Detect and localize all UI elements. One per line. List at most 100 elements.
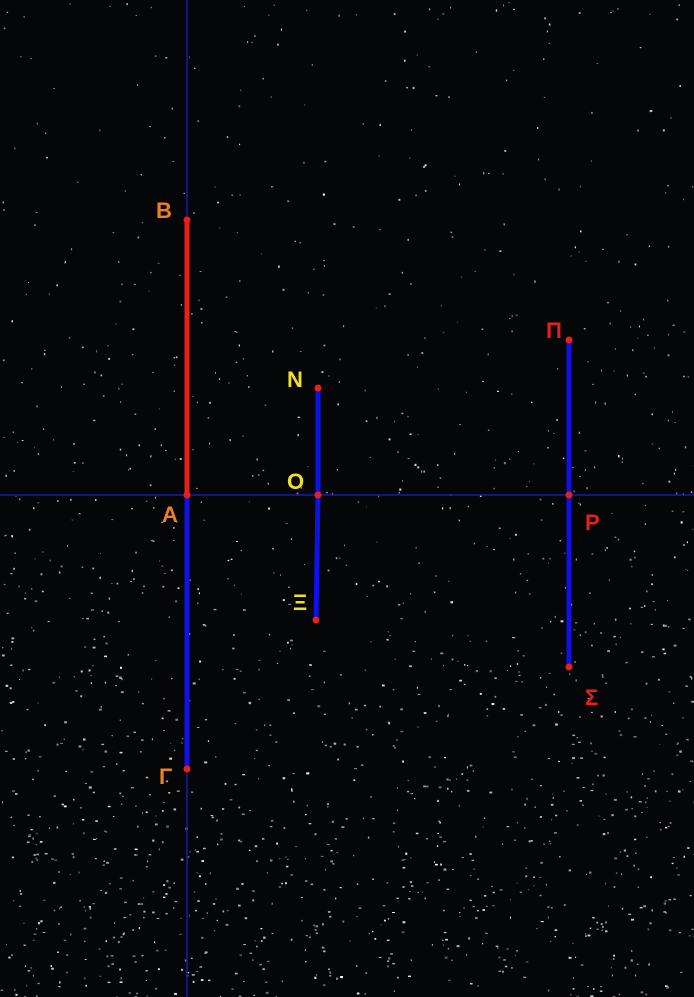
noise-speck [424, 897, 426, 900]
noise-speck [362, 123, 364, 125]
noise-speck [4, 750, 8, 752]
noise-speck [601, 674, 604, 676]
noise-speck [460, 276, 462, 278]
noise-speck [307, 292, 309, 294]
noise-speck [73, 443, 75, 445]
noise-speck [549, 843, 552, 845]
noise-speck [116, 763, 118, 765]
noise-speck [163, 730, 165, 732]
noise-speck [539, 876, 542, 878]
noise-speck [174, 749, 176, 751]
noise-speck [437, 486, 439, 488]
noise-speck [35, 857, 37, 860]
noise-speck [426, 838, 428, 840]
noise-speck [369, 456, 371, 458]
noise-speck [258, 778, 259, 780]
noise-speck [227, 578, 229, 580]
noise-speck [145, 970, 148, 972]
noise-speck [458, 519, 461, 522]
noise-speck [82, 462, 84, 464]
noise-speck [411, 885, 414, 888]
noise-speck [590, 995, 594, 997]
noise-speck [165, 57, 168, 59]
noise-speck [107, 345, 109, 347]
noise-speck [674, 422, 676, 423]
noise-speck [530, 840, 533, 842]
noise-speck [92, 903, 96, 905]
noise-speck [548, 430, 549, 432]
noise-speck [322, 923, 324, 926]
noise-speck [56, 743, 59, 746]
noise-speck [323, 650, 326, 652]
noise-speck [196, 971, 199, 973]
noise-speck [75, 690, 78, 692]
noise-speck [403, 59, 406, 62]
noise-speck [378, 580, 380, 583]
noise-speck [613, 370, 615, 372]
noise-speck [529, 481, 530, 483]
noise-speck [134, 413, 137, 415]
noise-speck [407, 353, 409, 356]
noise-speck [662, 624, 665, 627]
noise-speck [12, 431, 14, 433]
noise-speck [386, 939, 390, 941]
noise-speck [503, 4, 504, 7]
noise-speck [653, 347, 656, 349]
noise-speck [579, 475, 581, 477]
noise-speck [399, 488, 402, 491]
noise-speck [13, 900, 15, 902]
noise-speck [503, 223, 505, 226]
noise-speck [424, 164, 427, 167]
noise-speck [198, 678, 200, 681]
noise-speck [119, 719, 121, 721]
noise-speck [492, 905, 495, 907]
noise-speck [401, 271, 403, 274]
noise-speck [370, 796, 372, 798]
noise-speck [646, 836, 648, 838]
noise-speck [253, 994, 255, 996]
noise-speck [439, 477, 442, 479]
noise-speck [589, 592, 591, 594]
noise-speck [128, 992, 131, 994]
noise-speck [165, 893, 168, 895]
noise-speck [83, 738, 86, 741]
noise-speck [679, 85, 681, 87]
noise-speck [58, 571, 61, 574]
noise-speck [133, 731, 136, 733]
noise-speck [103, 860, 105, 862]
noise-speck [539, 785, 542, 787]
noise-speck [443, 664, 444, 667]
noise-speck [668, 245, 670, 248]
noise-speck [309, 664, 312, 666]
noise-speck [417, 434, 419, 436]
noise-speck [262, 968, 265, 970]
noise-speck [225, 296, 228, 298]
noise-speck [79, 899, 81, 902]
noise-speck [677, 874, 680, 876]
noise-speck [664, 624, 667, 627]
noise-speck [543, 843, 545, 845]
noise-speck [392, 822, 396, 825]
noise-speck [641, 811, 643, 814]
noise-speck [592, 383, 595, 385]
noise-speck [269, 826, 273, 828]
noise-speck [397, 451, 399, 453]
noise-speck [256, 860, 258, 863]
noise-speck [152, 839, 155, 842]
noise-speck [336, 469, 338, 471]
noise-speck [512, 69, 515, 71]
noise-speck [410, 857, 412, 859]
noise-speck [23, 16, 25, 18]
noise-speck [437, 799, 439, 802]
noise-speck [400, 730, 404, 733]
noise-speck [658, 447, 660, 450]
noise-speck [278, 886, 282, 888]
noise-speck [180, 917, 182, 919]
noise-speck [321, 371, 324, 374]
noise-speck [474, 270, 477, 272]
noise-speck [99, 129, 101, 132]
noise-speck [257, 474, 260, 476]
noise-speck [115, 675, 119, 677]
noise-speck [451, 869, 455, 870]
noise-speck [311, 64, 313, 66]
